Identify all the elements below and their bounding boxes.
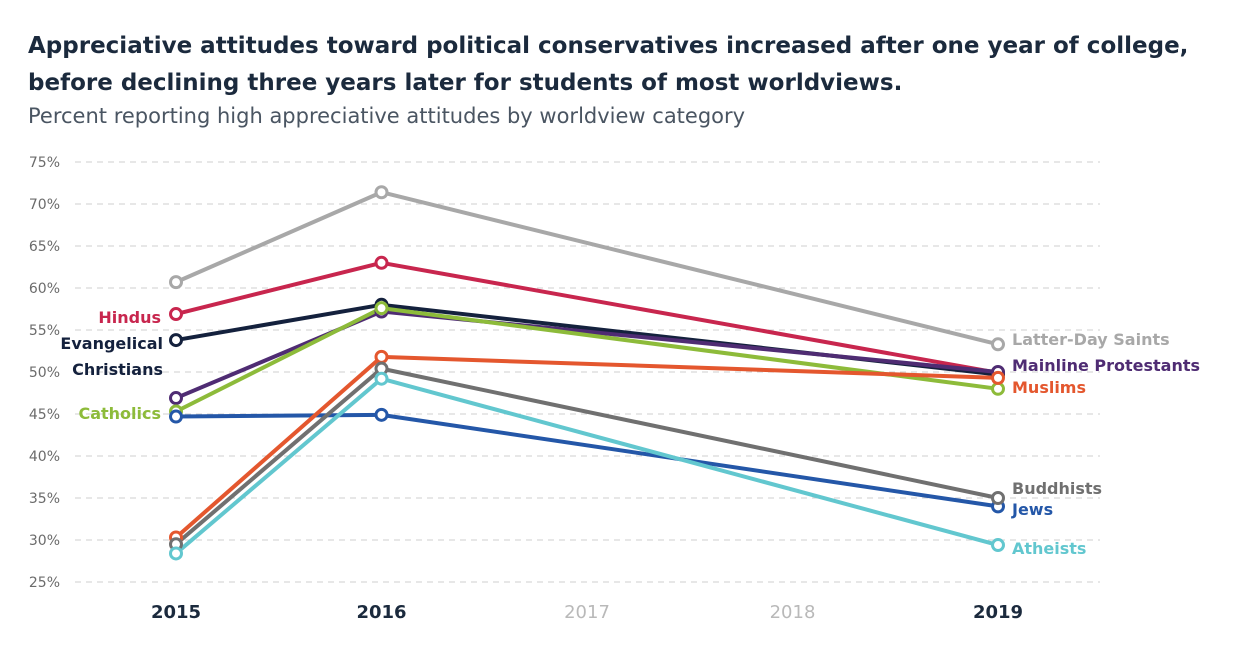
data-point xyxy=(374,407,389,422)
y-axis-ticks: 25% 30% 35% 40% 45% 50% 55% 60% 65% 70% 75% xyxy=(29,155,60,591)
series-label: Catholics xyxy=(78,404,161,423)
series-label: Evangelical xyxy=(60,334,163,353)
data-point xyxy=(374,371,389,386)
data-point xyxy=(991,337,1005,352)
data-point xyxy=(991,370,1005,385)
y-tick-label: 35% xyxy=(29,491,60,507)
series-line xyxy=(174,376,999,555)
series-label: Muslims xyxy=(1012,378,1086,397)
x-axis-ticks: 2015 2016 2017 2018 2019 xyxy=(151,602,1023,623)
y-tick-label: 75% xyxy=(29,155,60,171)
data-point xyxy=(169,333,183,348)
data-point xyxy=(374,349,389,364)
y-tick-label: 40% xyxy=(29,449,60,465)
chart-subtitle: Percent reporting high appreciative atti… xyxy=(28,104,746,128)
y-tick-label: 50% xyxy=(29,365,60,381)
series-label: Christians xyxy=(72,360,163,379)
series-label: Mainline Protestants xyxy=(1012,356,1200,375)
data-point xyxy=(991,381,1005,396)
gridlines xyxy=(75,161,1100,583)
data-point xyxy=(169,275,183,290)
series-label: Latter-Day Saints xyxy=(1012,330,1170,349)
y-tick-label: 25% xyxy=(29,575,60,591)
series-label: Atheists xyxy=(1012,539,1086,558)
data-point xyxy=(991,491,1005,505)
y-tick-label: 45% xyxy=(29,407,60,423)
data-point xyxy=(169,409,183,424)
y-tick-label: 70% xyxy=(29,197,60,213)
data-point xyxy=(169,546,183,561)
y-tick-label: 60% xyxy=(29,281,60,297)
series-label: Hindus xyxy=(98,308,161,327)
x-tick-label: 2015 xyxy=(151,602,201,623)
data-point xyxy=(991,538,1005,553)
data-point xyxy=(374,185,389,200)
series-label: Buddhists xyxy=(1012,479,1102,498)
y-tick-label: 55% xyxy=(29,323,60,339)
series-label: Jews xyxy=(1011,500,1053,519)
data-point xyxy=(169,391,183,406)
x-tick-label: 2016 xyxy=(356,602,406,623)
data-point xyxy=(374,301,389,316)
y-tick-label: 30% xyxy=(29,533,60,549)
x-tick-label: 2017 xyxy=(564,602,610,623)
series-labels: Latter-Day Saints Hindus Evangelical Christ… xyxy=(60,308,1200,558)
y-tick-label: 65% xyxy=(29,239,60,255)
series-points xyxy=(169,185,1005,561)
chart-title: Appreciative attitudes toward political … xyxy=(28,33,1189,96)
x-tick-label: 2018 xyxy=(770,602,816,623)
x-tick-label: 2019 xyxy=(973,602,1023,623)
data-point xyxy=(374,255,389,270)
series-line xyxy=(175,309,999,400)
series-line xyxy=(175,190,999,347)
data-point xyxy=(169,307,183,322)
